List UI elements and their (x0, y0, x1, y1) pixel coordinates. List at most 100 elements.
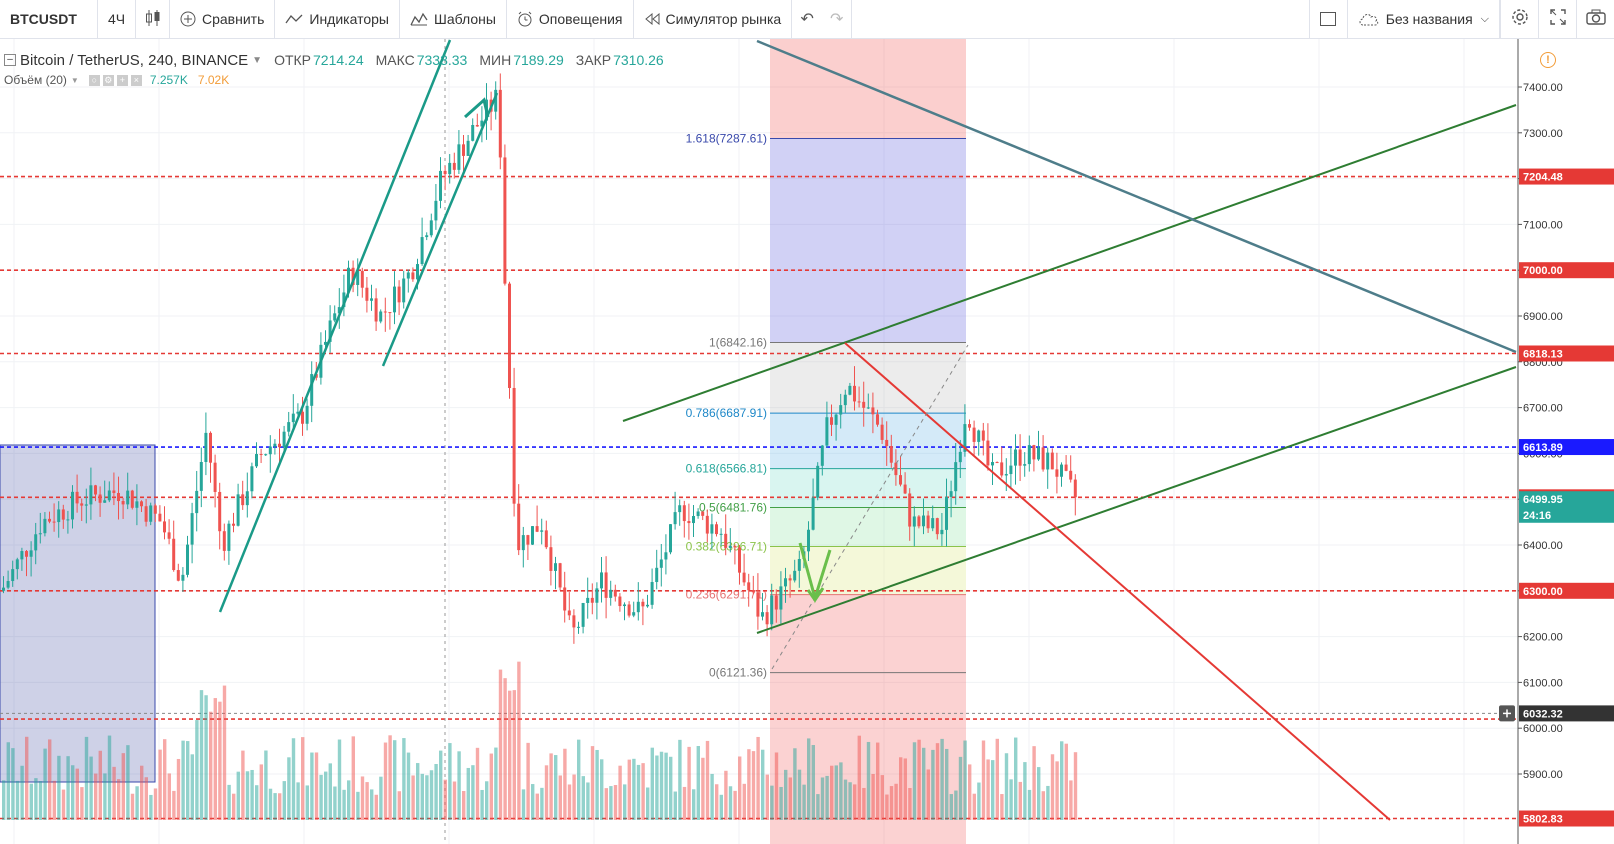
price-chart[interactable]: 1.618(7287.61) 1(6842.16) 0.786(6687.91) 0.… (0, 39, 1614, 844)
volume-bar (112, 766, 116, 820)
templates-button[interactable]: Шаблоны (400, 0, 507, 38)
volume-bar (25, 736, 29, 820)
candle-body (940, 529, 944, 535)
candle-body (379, 311, 383, 322)
candle-body (590, 597, 594, 603)
gear-small-icon[interactable]: ⚙ (102, 74, 114, 86)
settings-button[interactable] (1500, 0, 1538, 38)
replay-button[interactable]: Симулятор рынка (634, 0, 793, 38)
volume-bar (940, 738, 944, 820)
candle-body (75, 491, 79, 504)
price-tick-label: 7100.00 (1523, 219, 1563, 231)
candles-icon (145, 9, 161, 30)
chart-pane[interactable]: 1.618(7287.61) 1(6842.16) 0.786(6687.91) 0.… (0, 39, 1614, 844)
indicators-button[interactable]: Индикаторы (275, 0, 400, 38)
volume-bar (75, 768, 79, 820)
compare-button[interactable]: Сравнить (170, 0, 276, 38)
volume-bar (149, 794, 153, 820)
warning-icon[interactable]: ! (1540, 52, 1556, 68)
candle-body (756, 592, 760, 617)
undo-button[interactable]: ↶ (792, 0, 822, 38)
candle-body (512, 387, 516, 504)
plus-small-icon[interactable]: + (116, 74, 128, 86)
chevron-down-icon: ⌵ (1480, 12, 1489, 25)
candle-body (351, 267, 355, 285)
candle-body (632, 612, 636, 616)
volume-bar (765, 774, 769, 820)
candle-body (117, 492, 120, 502)
volume-value-a: 7.257K (149, 73, 188, 87)
candle-body (310, 374, 314, 406)
redo-button[interactable]: ↷ (822, 0, 853, 38)
candle-body (397, 286, 401, 303)
candle-body (38, 533, 42, 535)
volume-bar (793, 748, 797, 820)
volume-bar (1046, 785, 1050, 820)
volume-dropdown-icon[interactable]: ▼ (70, 75, 79, 85)
gear-icon (1511, 8, 1529, 31)
volume-bar (34, 778, 38, 820)
snapshot-button[interactable] (1576, 0, 1614, 38)
alerts-button[interactable]: Оповещения (507, 0, 634, 38)
candle-body (236, 494, 240, 526)
candle-body (89, 485, 93, 505)
volume-bar (889, 786, 894, 820)
candle-body (705, 515, 709, 534)
volume-bar (199, 690, 204, 820)
candle-body (839, 405, 843, 415)
collapse-legend-icon[interactable]: – (4, 54, 16, 66)
volume-bar (834, 765, 838, 820)
candle-body (825, 417, 829, 446)
volume-bar (609, 786, 613, 820)
candle-body (797, 558, 801, 571)
fib-level-label: 1.618(7287.61) (686, 131, 767, 145)
candle-body (149, 505, 153, 522)
volume-bar (1060, 741, 1064, 820)
candle-body (20, 551, 24, 560)
volume-bar (788, 777, 792, 820)
volume-bar (931, 749, 935, 820)
chart-style-button[interactable] (136, 0, 170, 38)
interval-button[interactable]: 4Ч (98, 0, 136, 38)
candle-body (696, 511, 700, 517)
candle-body (434, 200, 438, 221)
layout-button[interactable] (1308, 0, 1347, 38)
volume-bar (360, 776, 365, 820)
volume-bar (554, 755, 558, 820)
symbol-title: Bitcoin / TetherUS, 240, BINANCE (20, 51, 249, 69)
candle-body (144, 506, 148, 522)
candle-body (462, 144, 465, 156)
candle-body (126, 490, 130, 505)
volume-bar (935, 743, 940, 820)
candle-body (167, 532, 171, 539)
candle-body (181, 574, 185, 581)
candle-body (172, 538, 176, 571)
candle-body (140, 501, 143, 507)
volume-bar (232, 793, 236, 820)
volume-bar (319, 774, 323, 820)
candle-body (784, 578, 787, 587)
candle-body (544, 530, 548, 548)
volume-bar (1027, 789, 1032, 820)
volume-bar (600, 759, 604, 820)
low-label: МИН (479, 52, 512, 68)
volume-bar (494, 747, 498, 820)
volume-bar (903, 758, 907, 820)
volume-bar (1000, 794, 1004, 820)
candle-series (2, 73, 1077, 644)
volume-bar (498, 669, 503, 820)
volume-bar (2, 780, 6, 820)
cloud-icon (1358, 12, 1380, 26)
legend-dropdown-icon[interactable]: ▼ (252, 54, 263, 66)
symbol-search-button[interactable]: BTCUSDT (0, 0, 98, 38)
layout-name-label: Без названия (1385, 11, 1473, 27)
save-layout-button[interactable]: Без названия ⌵ (1346, 0, 1500, 38)
fullscreen-button[interactable] (1538, 0, 1576, 38)
candle-body (508, 283, 511, 388)
close-small-icon[interactable]: × (130, 74, 142, 86)
eye-icon[interactable]: ○ (88, 74, 100, 86)
candle-body (885, 439, 889, 447)
volume-bar (314, 752, 319, 820)
volume-bar (29, 783, 33, 820)
low-value: 7189.29 (513, 52, 564, 68)
